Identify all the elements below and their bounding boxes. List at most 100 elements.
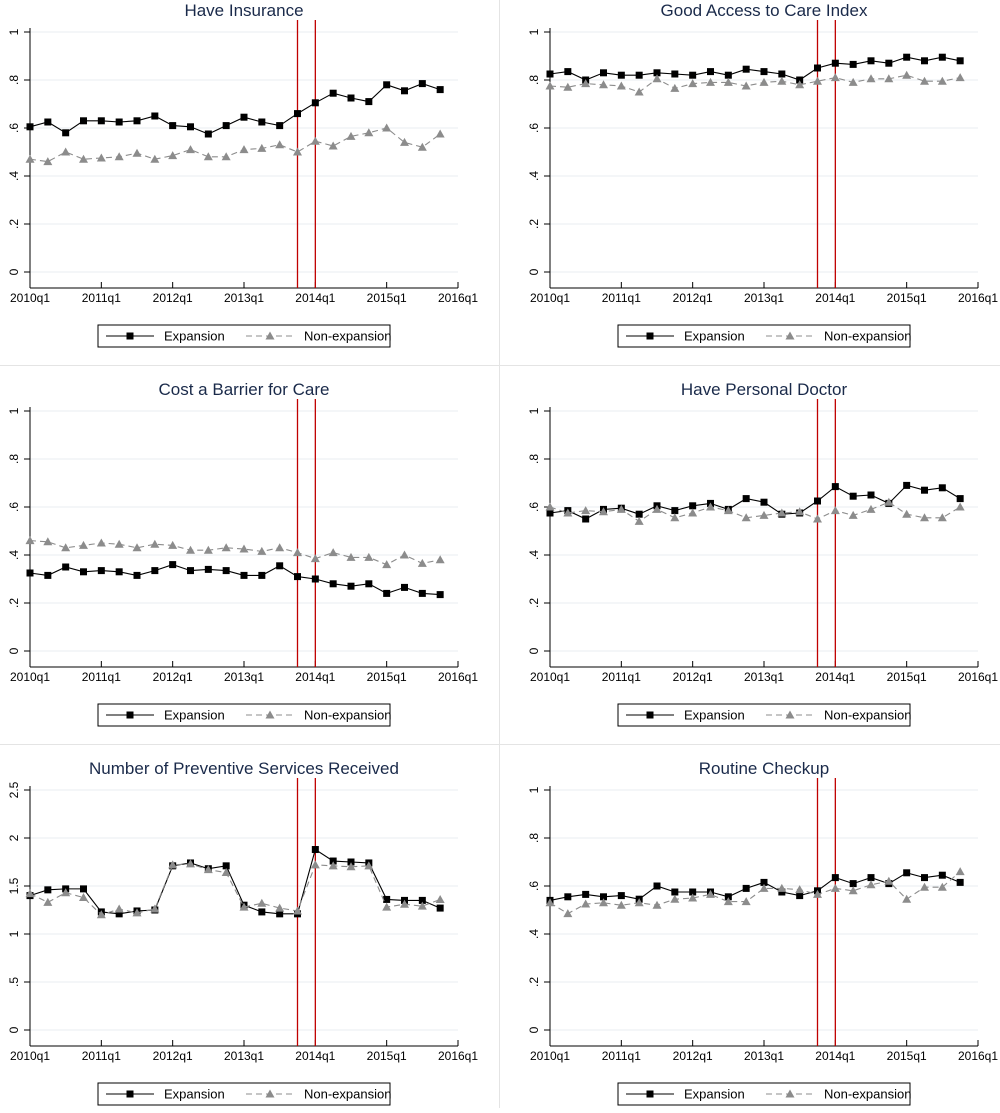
panel-divider-horizontal — [0, 365, 1000, 366]
x-tick-label: 2015q1 — [887, 1049, 927, 1063]
data-point — [814, 497, 821, 505]
legend-label: Non-expansion — [824, 1087, 911, 1102]
data-point — [97, 567, 105, 575]
data-point — [329, 857, 337, 865]
data-point — [310, 860, 320, 869]
data-point — [436, 904, 444, 912]
data-point — [61, 888, 71, 897]
data-point — [44, 118, 52, 126]
y-tick-label: .2 — [527, 219, 541, 229]
data-point — [43, 537, 53, 546]
data-point — [435, 555, 445, 564]
x-tick-label: 2011q1 — [82, 1049, 121, 1063]
y-tick-label: .4 — [527, 171, 541, 181]
data-point — [884, 74, 894, 83]
x-tick-label: 2014q1 — [815, 291, 855, 305]
x-tick-label: 2012q1 — [673, 1049, 713, 1063]
x-tick-label: 2013q1 — [224, 291, 264, 305]
x-tick-label: 2016q1 — [958, 1049, 998, 1063]
data-point — [760, 498, 768, 506]
data-point — [956, 878, 964, 886]
y-tick-label: .4 — [7, 550, 21, 560]
data-point — [706, 502, 715, 511]
data-point — [617, 892, 625, 900]
data-point — [168, 151, 178, 160]
data-point — [239, 544, 249, 553]
data-point — [115, 118, 123, 126]
chart-title: Routine Checkup — [699, 759, 829, 778]
data-point — [151, 112, 159, 120]
data-point — [168, 860, 178, 869]
y-tick-label: 0 — [527, 268, 541, 275]
legend-box — [617, 1082, 911, 1106]
data-point — [114, 904, 124, 913]
data-point — [903, 481, 911, 489]
data-point — [275, 543, 285, 552]
y-tick-label: .8 — [7, 75, 21, 85]
y-tick-label: .2 — [527, 598, 541, 608]
legend-marker — [126, 711, 134, 719]
data-point — [831, 483, 839, 491]
data-point — [955, 867, 965, 876]
data-point — [96, 538, 106, 547]
legend: Expansion Non-expansion — [617, 1082, 911, 1106]
data-point — [848, 886, 858, 895]
data-point — [347, 858, 355, 866]
legend-label: Non-expansion — [304, 1087, 391, 1102]
data-point — [61, 543, 71, 552]
data-point — [741, 513, 751, 522]
series-line — [29, 83, 441, 135]
data-point — [400, 550, 409, 559]
data-point — [867, 491, 875, 499]
chart-title: Have Insurance — [184, 1, 303, 20]
data-point — [545, 81, 555, 90]
legend-label: Expansion — [684, 708, 745, 723]
data-point — [921, 486, 928, 494]
data-point — [581, 899, 591, 908]
data-point — [435, 894, 445, 903]
x-tick-label: 2011q1 — [82, 291, 121, 305]
data-point — [186, 545, 195, 554]
data-point — [25, 889, 35, 898]
data-point — [903, 869, 911, 877]
data-point — [275, 903, 285, 912]
series-line — [29, 863, 441, 916]
y-tick-label: 0 — [527, 1026, 541, 1033]
data-point — [955, 502, 965, 511]
data-point — [133, 117, 141, 125]
data-point — [920, 76, 929, 85]
data-point — [276, 910, 284, 918]
data-point — [328, 548, 338, 557]
x-tick-label: 2013q1 — [744, 291, 784, 305]
data-point — [383, 895, 391, 903]
data-point — [115, 568, 123, 576]
x-tick-label: 2010q1 — [530, 670, 570, 684]
data-point — [635, 510, 643, 518]
chart-panel: Cost a Barrier for Care 0 .2 .4 .6 .8 1 2010q1 2… — [7, 380, 478, 727]
x-tick-label: 2012q1 — [153, 1049, 193, 1063]
x-tick-label: 2012q1 — [153, 291, 193, 305]
y-tick-label: 1 — [527, 786, 541, 793]
x-tick-label: 2014q1 — [815, 1049, 855, 1063]
data-point — [400, 899, 409, 908]
data-point — [187, 123, 194, 131]
data-point — [563, 508, 573, 517]
data-point — [581, 79, 591, 88]
data-point — [564, 68, 572, 76]
data-point — [239, 902, 249, 911]
data-point — [383, 81, 391, 89]
data-point — [132, 543, 142, 552]
data-point — [328, 141, 338, 150]
data-point — [222, 567, 230, 575]
data-point — [670, 83, 680, 92]
legend-box — [617, 324, 911, 348]
data-point — [132, 908, 142, 917]
y-tick-label: 0 — [527, 647, 541, 654]
data-point — [25, 536, 35, 545]
data-point — [795, 885, 805, 894]
y-tick-label: .8 — [527, 833, 541, 843]
data-point — [43, 157, 53, 166]
data-point — [546, 509, 554, 517]
